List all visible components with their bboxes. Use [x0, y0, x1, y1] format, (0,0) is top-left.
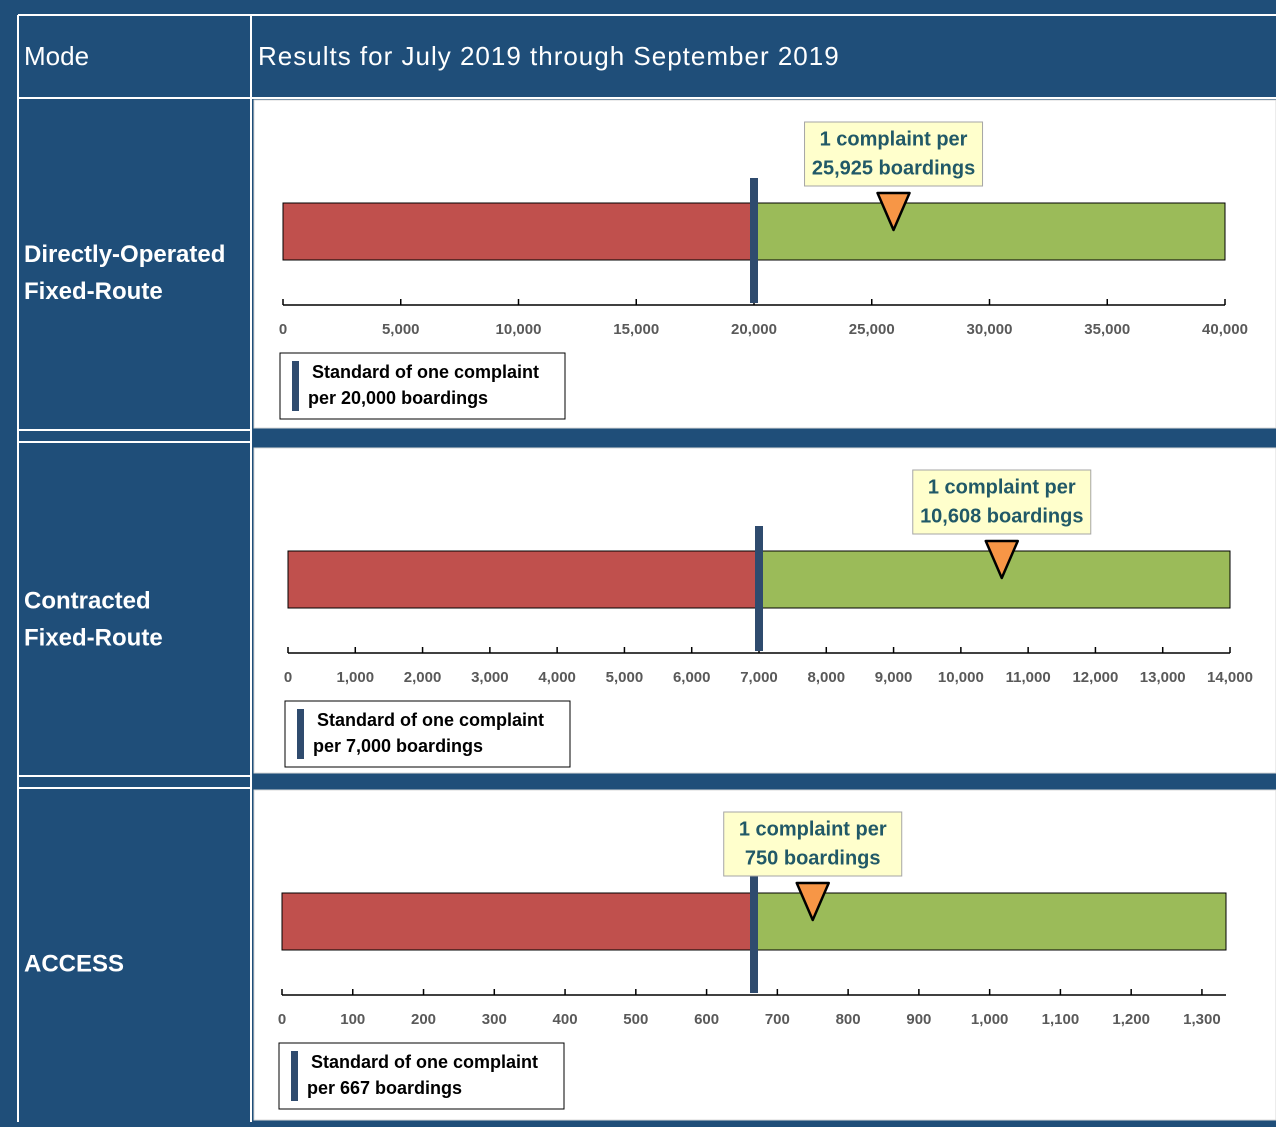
mode-label: Fixed-Route	[24, 624, 163, 651]
x-tick-label: 3,000	[471, 669, 509, 686]
x-tick-label: 6,000	[673, 669, 711, 686]
x-tick-label: 13,000	[1140, 669, 1186, 686]
annotation-box	[912, 469, 1092, 535]
mode-label: Fixed-Route	[24, 278, 163, 305]
x-tick-label: 2,000	[404, 669, 442, 686]
row-separator	[254, 775, 1276, 787]
x-tick-label: 1,200	[1112, 1011, 1150, 1028]
below-standard-bar	[282, 202, 755, 261]
x-tick-label: 800	[836, 1011, 861, 1028]
x-tick-label: 11,000	[1006, 669, 1051, 686]
x-tick-label: 1,000	[337, 669, 375, 686]
legend-text: per 20,000 boardings	[308, 388, 488, 408]
annotation-box	[723, 811, 903, 877]
row-separator	[254, 430, 1276, 442]
x-tick-label: 4,000	[538, 669, 576, 686]
x-tick-label: 900	[906, 1011, 931, 1028]
x-tick-label: 1,000	[971, 1011, 1009, 1028]
x-tick-label: 600	[694, 1011, 719, 1028]
x-tick-label: 40,000	[1202, 321, 1248, 338]
annotation-text: 1 complaint per	[739, 818, 887, 840]
x-tick-label: 0	[284, 669, 292, 686]
x-tick-label: 1,100	[1042, 1011, 1080, 1028]
x-tick-label: 9,000	[875, 669, 913, 686]
x-tick-label: 500	[623, 1011, 648, 1028]
annotation-text: 25,925 boardings	[812, 157, 975, 179]
annotation-box	[804, 121, 984, 187]
x-tick-label: 15,000	[613, 321, 659, 338]
legend-swatch	[292, 361, 299, 411]
standard-line	[755, 526, 763, 651]
header-results: Results for July 2019 through September …	[258, 41, 840, 71]
legend-swatch	[297, 709, 304, 759]
x-tick-label: 25,000	[849, 321, 895, 338]
legend-box	[284, 700, 571, 768]
x-tick-label: 30,000	[967, 321, 1013, 338]
x-tick-label: 7,000	[740, 669, 778, 686]
annotation-text: 10,608 boardings	[920, 505, 1083, 527]
legend-text: Standard of one complaint	[311, 1052, 538, 1072]
annotation-text: 750 boardings	[745, 847, 881, 869]
mode-label: ACCESS	[24, 950, 124, 977]
x-tick-label: 5,000	[606, 669, 644, 686]
x-tick-label: 100	[340, 1011, 365, 1028]
legend-text: per 7,000 boardings	[313, 736, 483, 756]
x-tick-label: 20,000	[731, 321, 777, 338]
legend-swatch	[291, 1051, 298, 1101]
legend-box	[279, 352, 566, 420]
x-tick-label: 14,000	[1207, 669, 1253, 686]
header-mode: Mode	[24, 41, 89, 71]
x-tick-label: 1,300	[1183, 1011, 1221, 1028]
x-tick-label: 35,000	[1084, 321, 1130, 338]
x-tick-label: 10,000	[938, 669, 984, 686]
legend-text: Standard of one complaint	[312, 362, 539, 382]
legend-box	[278, 1042, 565, 1110]
x-tick-label: 700	[765, 1011, 790, 1028]
x-tick-label: 200	[411, 1011, 436, 1028]
x-tick-label: 12,000	[1072, 669, 1118, 686]
annotation-text: 1 complaint per	[820, 128, 968, 150]
x-tick-label: 8,000	[808, 669, 846, 686]
value-marker	[876, 191, 911, 232]
x-tick-label: 0	[278, 1011, 286, 1028]
value-marker	[795, 881, 830, 922]
above-standard-bar	[753, 202, 1226, 261]
x-tick-label: 300	[482, 1011, 507, 1028]
below-standard-bar	[287, 550, 760, 609]
x-tick-label: 400	[553, 1011, 578, 1028]
legend-text: Standard of one complaint	[317, 710, 544, 730]
x-tick-label: 0	[279, 321, 287, 338]
mode-label: Directly-Operated	[24, 241, 225, 268]
mode-label: Contracted	[24, 587, 151, 614]
legend-text: per 667 boardings	[307, 1078, 462, 1098]
x-tick-label: 10,000	[496, 321, 542, 338]
annotation-text: 1 complaint per	[928, 476, 1076, 498]
standard-line	[750, 868, 758, 993]
above-standard-bar	[753, 892, 1227, 951]
value-marker	[984, 539, 1020, 580]
standard-line	[750, 178, 758, 303]
x-tick-label: 5,000	[382, 321, 420, 338]
below-standard-bar	[281, 892, 755, 951]
